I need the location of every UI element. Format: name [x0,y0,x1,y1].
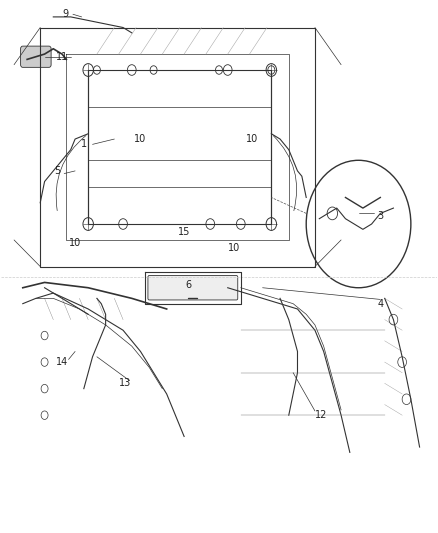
Text: 3: 3 [377,211,383,221]
Text: 10: 10 [228,243,240,253]
Text: 15: 15 [178,227,190,237]
Text: 10: 10 [69,238,81,248]
Text: 4: 4 [377,298,383,309]
Text: 12: 12 [315,410,328,420]
Text: 11: 11 [57,52,69,62]
Text: 9: 9 [63,9,69,19]
Text: 10: 10 [134,134,147,144]
Text: 10: 10 [246,134,258,144]
Text: 1: 1 [81,139,87,149]
Text: 5: 5 [55,166,61,176]
Text: 6: 6 [185,280,191,290]
Text: 14: 14 [56,357,68,367]
FancyBboxPatch shape [21,46,51,67]
Text: 13: 13 [119,378,131,389]
FancyBboxPatch shape [148,276,238,300]
